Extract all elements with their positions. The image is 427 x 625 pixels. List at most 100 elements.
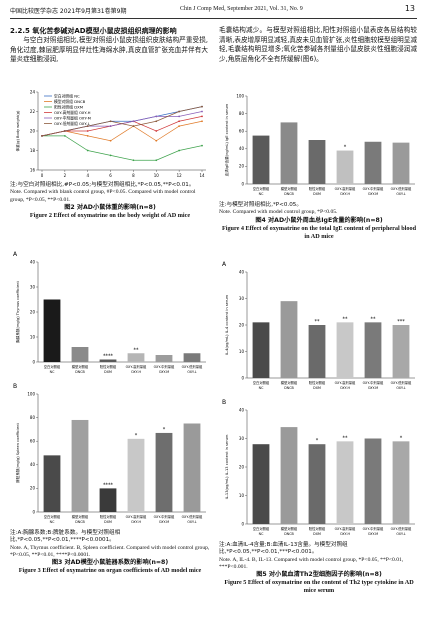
x-tick-label: 空白对照组: [253, 186, 270, 191]
significance: **: [371, 316, 377, 322]
significance: **: [134, 347, 140, 353]
chart: 血清IgE含量(ng/mL) IgE content in serum 0 20 40…: [224, 93, 415, 196]
x-tick-label: OXY-L: [187, 520, 196, 524]
y-tick-label: 20: [30, 309, 36, 314]
panel-label: B: [222, 399, 226, 406]
y-tick-label: 0: [241, 375, 244, 380]
x-tick-label: OXY-H: [340, 192, 350, 196]
x-tick-label: OXY-L: [187, 370, 196, 374]
figure: 血清IgE含量(ng/mL) IgE content in serum 0 20 40…: [219, 90, 419, 241]
point: [132, 159, 135, 162]
section-title: 2.2.5 氧化苦参碱对AD模型小鼠皮损组织病理的影响: [10, 27, 177, 35]
caption-cn: 图5 对小鼠血清Th2型细胞因子的影响(n=8): [256, 571, 382, 579]
note-en: Note. Compared with model control group,…: [219, 209, 338, 216]
significance: *: [344, 145, 347, 151]
y-tick-label: 40: [239, 269, 245, 274]
y-tick-label: 0: [32, 359, 35, 364]
x-tick-label: 14: [199, 173, 205, 178]
x-tick-label: OXY-H: [131, 520, 141, 524]
x-tick-label: 阳性对照组: [309, 186, 326, 191]
journal-en: Chin J Comp Med, September 2021, Vol. 31…: [180, 6, 303, 12]
point: [86, 149, 89, 152]
bar: [183, 353, 201, 362]
x-tick-label: OXY-中剂量组: [363, 380, 384, 385]
x-tick-label: 空白对照组: [253, 380, 270, 385]
y-tick-label: 100: [27, 391, 35, 396]
x-tick-label: 0: [41, 173, 44, 178]
bar: [336, 322, 354, 378]
y-tick-label: 20: [30, 128, 36, 133]
point: [178, 149, 181, 152]
x-tick-label: DNCB: [284, 532, 294, 536]
x-tick-label: 8: [132, 173, 135, 178]
bar: [280, 427, 298, 524]
bar: [155, 432, 173, 512]
point: [178, 115, 181, 118]
x-tick-label: 12: [177, 173, 183, 178]
paragraph: 毛囊结构减少。与模型对照组相比,阳性对照组小鼠表皮各层结构较清晰,表皮增厚明显减…: [219, 26, 417, 63]
y-tick-label: 18: [30, 148, 36, 153]
x-tick-label: OXY-低剂量组: [182, 364, 203, 369]
note-cn: 注:A:血清IL-4含量;B:血清IL-13含量。与模型对照组比,*P<0.05…: [219, 542, 348, 556]
point: [109, 125, 112, 128]
x-tick-label: OXY-高剂量组: [335, 526, 356, 531]
point: [155, 139, 158, 142]
x-tick-label: 模型对照组: [281, 186, 298, 191]
note-en: Note. A, Thymus coefficient. B, Spleen c…: [10, 544, 210, 558]
x-tick-label: DNCB: [75, 370, 85, 374]
x-tick-label: OXY-高剂量组: [126, 514, 147, 519]
x-tick-label: OXY-高剂量组: [335, 380, 356, 385]
x-tick-label: NC: [259, 532, 264, 536]
figure: 体重(g) Body weight(g) 16 18 20 22 24 0 2 4 6 8 10 12 1…: [10, 86, 210, 220]
legend-label: 模型对照组 DNCB: [54, 99, 86, 104]
point: [63, 134, 66, 137]
bar: [71, 419, 89, 512]
line: [41, 120, 203, 142]
bar: [99, 359, 117, 362]
significance: **: [343, 316, 349, 322]
x-tick-label: 阳性对照组: [309, 380, 326, 385]
bar: [43, 299, 61, 362]
y-tick-label: 40: [239, 146, 245, 151]
y-tick-label: 80: [30, 415, 36, 420]
point: [132, 125, 135, 128]
x-tick-label: 阳性对照组: [309, 526, 326, 531]
x-tick-label: DNCB: [284, 386, 294, 390]
header-rule: [10, 18, 417, 19]
legend-label: 空白对照组 NC: [54, 93, 80, 98]
y-axis-label: 胸腺系数(mg/g) Thymus coefficient: [15, 281, 20, 343]
x-tick-label: 空白对照组: [44, 364, 61, 369]
point: [201, 105, 203, 108]
bar: [336, 150, 354, 184]
bar: [127, 353, 145, 362]
y-tick-label: 40: [30, 259, 36, 264]
paragraph: 与空白对照组相比,模型对照组小鼠皮损组织皮肤结构严重受损,角化过度,棘层肥厚明显…: [10, 36, 208, 64]
note-cn: 注:与空白对照组相比,#P<0.05;与模型对照组相比,*P<0.05,**P<…: [10, 182, 195, 188]
x-tick-label: DXM: [313, 532, 321, 536]
point: [155, 120, 158, 123]
x-tick-label: OXY-低剂量组: [391, 186, 412, 191]
bar: [308, 444, 326, 524]
point: [201, 115, 203, 118]
point: [109, 139, 112, 142]
significance: *: [163, 427, 166, 433]
chart: A 胸腺系数(mg/g) Thymus coefficient 0 10 20 30 40 空…: [13, 251, 206, 374]
note-cn: 注:A:胸腺系数;B:脾脏系数。与模型对照组相比,*P<0.05,**P<0.0…: [10, 530, 121, 544]
bar: [392, 441, 410, 524]
x-tick-label: NC: [50, 370, 55, 374]
y-axis-label: IL-13(pg/mL) IL-13 content in serum: [225, 434, 229, 499]
y-axis-label: 血清IgE含量(ng/mL) IgE content in serum: [224, 103, 229, 176]
bar: [364, 438, 382, 524]
x-tick-label: OXY-M: [368, 192, 378, 196]
y-tick-label: 30: [239, 296, 245, 301]
x-tick-label: DNCB: [284, 192, 294, 196]
line: [42, 135, 203, 161]
x-tick-label: OXY-中剂量组: [154, 364, 175, 369]
legend-label: OXY-中剂量组 OXY-M: [54, 115, 91, 120]
y-axis-label: IL-4(pg/mL) IL-4 content in serum: [225, 294, 229, 355]
point: [178, 120, 181, 123]
y-tick-label: 20: [239, 164, 245, 169]
y-tick-label: 30: [239, 436, 245, 441]
bar: [155, 355, 173, 362]
point: [155, 115, 158, 118]
